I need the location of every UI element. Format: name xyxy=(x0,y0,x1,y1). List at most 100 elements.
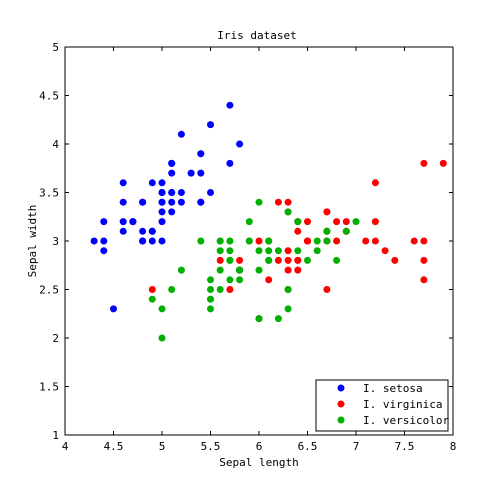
data-point xyxy=(177,198,185,206)
data-point xyxy=(226,256,234,264)
y-tick-label: 4.5 xyxy=(39,90,59,103)
chart-title: Iris dataset xyxy=(217,29,296,42)
data-point xyxy=(168,286,176,293)
x-tick-label: 7.5 xyxy=(395,440,415,453)
data-point xyxy=(168,198,176,206)
data-point xyxy=(168,189,176,196)
data-point xyxy=(323,208,331,216)
legend-label: I. virginica xyxy=(363,398,442,411)
data-point xyxy=(158,208,166,216)
series-i-setosa xyxy=(90,101,244,313)
data-point xyxy=(352,218,360,226)
data-point xyxy=(333,237,341,245)
data-point xyxy=(294,256,302,264)
data-point xyxy=(439,159,447,167)
legend-marker xyxy=(337,416,345,424)
data-point xyxy=(284,208,292,216)
data-point xyxy=(294,227,302,235)
y-tick-label: 3 xyxy=(52,235,59,248)
data-point xyxy=(236,276,244,284)
legend-marker xyxy=(337,400,345,408)
y-tick-label: 3.5 xyxy=(39,187,59,200)
data-point xyxy=(207,121,214,129)
data-point xyxy=(216,256,224,264)
data-point xyxy=(371,237,379,245)
data-point xyxy=(255,315,263,323)
data-point xyxy=(333,218,341,226)
data-point xyxy=(245,237,253,245)
x-tick-label: 6.5 xyxy=(298,440,318,453)
data-point xyxy=(304,218,311,226)
data-point xyxy=(216,247,224,255)
data-point xyxy=(177,130,185,138)
data-point xyxy=(226,276,234,284)
data-point xyxy=(207,305,214,313)
data-point xyxy=(274,247,282,255)
data-point xyxy=(119,198,127,206)
y-tick-label: 4 xyxy=(52,138,59,151)
data-point xyxy=(274,315,282,323)
legend-label: I. versicolor xyxy=(363,414,449,427)
data-point xyxy=(226,286,234,293)
data-point xyxy=(226,159,234,167)
data-point xyxy=(197,237,205,245)
legend-label: I. setosa xyxy=(363,382,423,395)
x-tick-label: 4 xyxy=(62,440,69,453)
data-point xyxy=(265,237,273,245)
data-point xyxy=(148,179,156,187)
data-point xyxy=(274,198,282,206)
data-point xyxy=(255,198,263,206)
y-tick-label: 1.5 xyxy=(39,381,59,394)
data-point xyxy=(226,101,234,109)
data-point xyxy=(265,276,273,284)
data-point xyxy=(226,247,234,255)
legend: I. setosa I. virginica I. versicolor xyxy=(315,379,449,432)
data-point xyxy=(362,237,370,245)
data-point xyxy=(323,227,331,235)
data-points xyxy=(90,101,447,342)
data-point xyxy=(313,237,321,245)
data-point xyxy=(139,237,147,245)
data-point xyxy=(148,227,156,235)
data-point xyxy=(158,237,166,245)
data-point xyxy=(168,169,176,177)
data-point xyxy=(294,247,302,255)
data-point xyxy=(100,247,108,255)
data-point xyxy=(342,218,350,226)
data-point xyxy=(284,286,292,293)
axis-ticks: 4 4.5 5 5.5 6 6.5 7 7.5 8 1 1.5 2 2.5 3 3.5 4 4.5 5 xyxy=(39,41,456,453)
data-point xyxy=(294,266,302,274)
data-point xyxy=(333,256,341,264)
data-point xyxy=(207,276,214,284)
data-point xyxy=(158,179,166,187)
data-point xyxy=(177,266,185,274)
data-point xyxy=(148,237,156,245)
data-point xyxy=(158,305,166,313)
data-point xyxy=(216,237,224,245)
data-point xyxy=(420,276,428,284)
data-point xyxy=(139,227,147,235)
data-point xyxy=(158,189,166,196)
data-point xyxy=(410,237,418,245)
data-point xyxy=(284,198,292,206)
y-tick-label: 2 xyxy=(52,332,59,345)
data-point xyxy=(255,237,263,245)
data-point xyxy=(158,334,166,342)
data-point xyxy=(274,256,282,264)
data-point xyxy=(294,218,302,226)
data-point xyxy=(255,247,263,255)
data-point xyxy=(420,256,428,264)
data-point xyxy=(313,247,321,255)
data-point xyxy=(381,247,389,255)
x-axis-label: Sepal length xyxy=(219,456,298,469)
data-point xyxy=(391,256,399,264)
data-point xyxy=(216,286,224,293)
data-point xyxy=(207,295,214,303)
data-point xyxy=(284,256,292,264)
data-point xyxy=(207,189,214,196)
data-point xyxy=(236,256,244,264)
y-axis-label: Sepal width xyxy=(26,205,39,278)
data-point xyxy=(304,237,311,245)
y-tick-label: 2.5 xyxy=(39,284,59,297)
